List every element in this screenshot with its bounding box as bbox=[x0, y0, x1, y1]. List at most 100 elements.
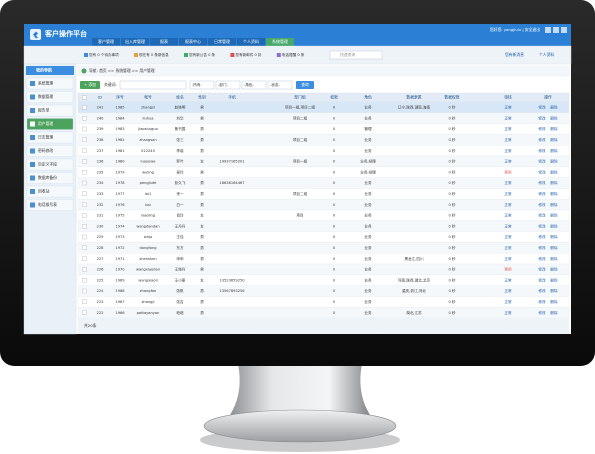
row-checkbox[interactable] bbox=[82, 116, 87, 121]
row-action[interactable]: 删除 bbox=[550, 137, 558, 142]
row-action[interactable]: 删除 bbox=[550, 202, 558, 207]
nav-tab[interactable] bbox=[179, 38, 207, 46]
sidebar-item[interactable] bbox=[26, 199, 74, 211]
row-action[interactable]: 删除 bbox=[550, 234, 558, 239]
row-action[interactable]: 修改 bbox=[538, 105, 546, 110]
search-box[interactable] bbox=[329, 50, 383, 60]
row-action[interactable]: 修改 bbox=[538, 288, 546, 293]
row-action[interactable]: 删除 bbox=[550, 115, 558, 120]
row-checkbox[interactable] bbox=[82, 148, 87, 153]
sidebar-item[interactable] bbox=[26, 131, 74, 144]
sidebar-item[interactable] bbox=[26, 104, 74, 117]
row-action[interactable]: 删除 bbox=[550, 245, 558, 250]
row-action[interactable]: 删除 bbox=[550, 105, 558, 110]
cell[interactable]: 正常 bbox=[504, 245, 512, 250]
nav-tab-label[interactable]: 报表中心 bbox=[185, 38, 201, 44]
sidebar-item-label[interactable]: 密码修改 bbox=[38, 148, 53, 153]
row-action[interactable]: 删除 bbox=[550, 191, 558, 196]
row-checkbox[interactable] bbox=[82, 267, 87, 272]
nav-tab[interactable] bbox=[266, 38, 294, 46]
row-action[interactable]: 修改 bbox=[538, 277, 546, 282]
filter-select-label[interactable]: -状态- bbox=[270, 82, 280, 87]
filter-select-label[interactable]: -部门- bbox=[218, 82, 228, 87]
sidebar-item-label[interactable]: 回收站 bbox=[38, 189, 50, 194]
nav-tab-label[interactable]: 客户管理 bbox=[98, 38, 114, 44]
row-action[interactable]: 修改 bbox=[538, 115, 546, 120]
sidebar-item[interactable] bbox=[26, 185, 74, 198]
cell[interactable]: 正常 bbox=[504, 288, 512, 293]
nav-tab[interactable] bbox=[237, 38, 265, 46]
filter-select-label[interactable]: -角色- bbox=[244, 82, 254, 87]
table-row[interactable] bbox=[77, 188, 570, 200]
row-checkbox[interactable] bbox=[82, 137, 87, 142]
sidebar-item-label[interactable]: 系统管理 bbox=[38, 81, 53, 86]
row-action[interactable]: 修改 bbox=[538, 245, 546, 250]
row-action[interactable]: 修改 bbox=[538, 180, 546, 185]
cell[interactable]: 正常 bbox=[504, 105, 512, 110]
notice[interactable]: 您有 0 个待办事项 bbox=[89, 52, 119, 57]
notice[interactable]: 您有新邮件 0 封 bbox=[235, 52, 262, 57]
sidebar-item[interactable] bbox=[26, 118, 74, 130]
row-checkbox[interactable] bbox=[82, 180, 87, 186]
sidebar-item-label[interactable]: 数据库备份 bbox=[38, 175, 57, 180]
row-action[interactable]: 修改 bbox=[538, 299, 546, 304]
sidebar-item[interactable] bbox=[26, 158, 74, 171]
row-action[interactable]: 删除 bbox=[550, 126, 558, 131]
row-action[interactable]: 修改 bbox=[538, 159, 546, 164]
window-icon[interactable] bbox=[561, 27, 567, 33]
header-checkbox[interactable] bbox=[82, 95, 87, 100]
row-action[interactable]: 删除 bbox=[550, 277, 558, 282]
row-action[interactable]: 修改 bbox=[538, 169, 546, 174]
sidebar-item[interactable] bbox=[26, 91, 74, 103]
nav-tab-label[interactable]: 个人资料 bbox=[243, 38, 259, 44]
toolbar-link[interactable]: 您有新消息 bbox=[505, 52, 524, 57]
row-checkbox[interactable] bbox=[82, 126, 87, 132]
row-action[interactable]: 删除 bbox=[550, 213, 558, 218]
row-checkbox[interactable] bbox=[82, 288, 87, 294]
nav-tab[interactable] bbox=[121, 38, 149, 46]
add-button-label[interactable]: + 添加 bbox=[84, 82, 96, 87]
user-info[interactable]: 您好您: yangjiulu | 安全退出 bbox=[490, 27, 540, 32]
keyword-input[interactable] bbox=[119, 80, 187, 90]
row-action[interactable]: 删除 bbox=[550, 180, 558, 185]
row-action[interactable]: 删除 bbox=[550, 256, 558, 261]
sidebar-item[interactable] bbox=[26, 145, 74, 157]
cell[interactable]: 正常 bbox=[504, 115, 512, 120]
cell[interactable]: 正常 bbox=[504, 159, 512, 164]
row-checkbox[interactable] bbox=[82, 256, 87, 261]
row-checkbox[interactable] bbox=[82, 170, 87, 175]
cell[interactable]: 正常 bbox=[504, 256, 512, 261]
row-action[interactable]: 删除 bbox=[550, 148, 558, 153]
row-action[interactable]: 修改 bbox=[538, 148, 546, 153]
row-action[interactable]: 删除 bbox=[550, 267, 558, 272]
search-button-label[interactable]: 查询 bbox=[301, 82, 309, 87]
sidebar-item-label[interactable]: 电话拨号表 bbox=[38, 202, 57, 207]
row-checkbox[interactable] bbox=[82, 202, 87, 207]
row-checkbox[interactable] bbox=[82, 191, 87, 196]
nav-tab[interactable] bbox=[208, 38, 236, 46]
row-action[interactable]: 修改 bbox=[538, 213, 546, 218]
cell[interactable]: 正常 bbox=[504, 137, 512, 142]
cell[interactable]: 正常 bbox=[504, 223, 512, 228]
cell[interactable]: 正常 bbox=[504, 299, 512, 304]
row-checkbox[interactable] bbox=[82, 245, 87, 250]
cell[interactable]: 正常 bbox=[504, 202, 512, 207]
row-action[interactable]: 修改 bbox=[538, 202, 546, 207]
nav-tab-label[interactable]: 出入库管理 bbox=[125, 38, 145, 44]
row-action[interactable]: 修改 bbox=[538, 126, 546, 131]
window-icon[interactable] bbox=[553, 27, 559, 33]
row-checkbox[interactable] bbox=[82, 299, 87, 304]
cell[interactable]: 正常 bbox=[504, 234, 512, 239]
sidebar-item-label[interactable]: 日志管理 bbox=[38, 135, 53, 140]
notice[interactable]: 电话提醒 0 条 bbox=[282, 52, 305, 57]
row-checkbox[interactable] bbox=[82, 234, 87, 240]
nav-tab[interactable] bbox=[92, 38, 120, 46]
sidebar-item[interactable] bbox=[26, 77, 74, 90]
row-action[interactable]: 删除 bbox=[550, 288, 558, 293]
notice[interactable]: 您有新公告 0 条 bbox=[189, 52, 216, 57]
row-checkbox[interactable] bbox=[82, 224, 87, 229]
cell[interactable]: 禁用 bbox=[504, 169, 512, 174]
cell[interactable]: 正常 bbox=[504, 180, 512, 185]
row-action[interactable]: 修改 bbox=[538, 267, 546, 272]
row-action[interactable]: 删除 bbox=[550, 223, 558, 228]
